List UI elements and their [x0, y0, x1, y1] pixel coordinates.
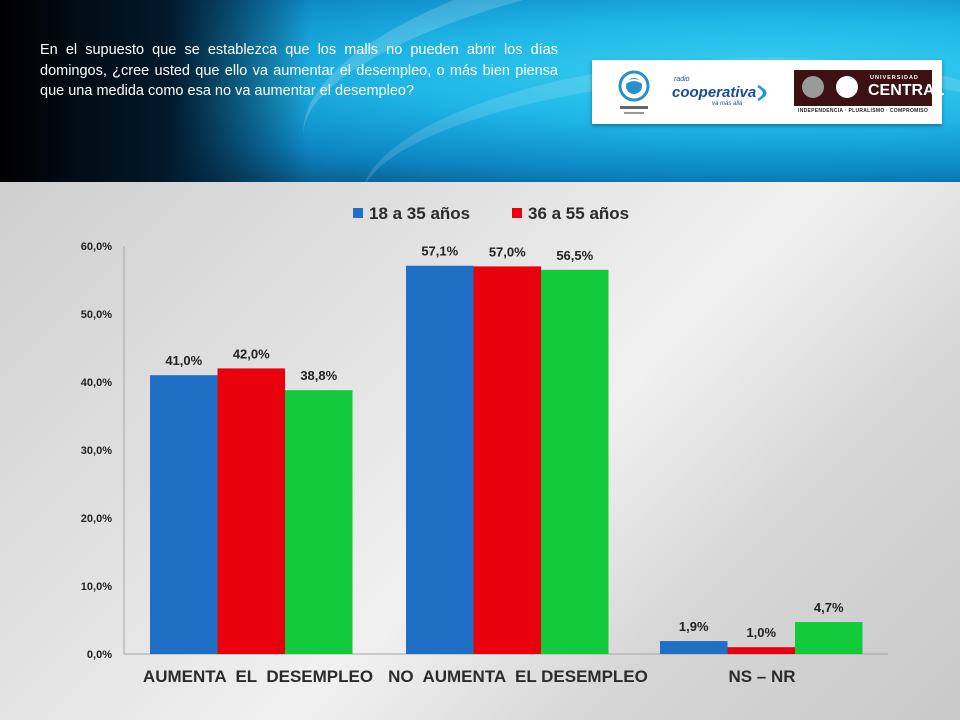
- legend-swatch: [353, 208, 363, 218]
- legend-label: 18 a 35 años: [369, 204, 470, 223]
- bar: [285, 390, 353, 654]
- y-tick-label: 20,0%: [81, 513, 112, 525]
- universidad-central-logo: UNIVERSIDAD CENTRAL INDEPENDENCIA · PLUR…: [794, 70, 944, 116]
- sponsor-logos: radio cooperativa va más allá UNIVERSIDA…: [592, 60, 944, 124]
- data-label: 1,9%: [679, 619, 709, 634]
- bar: [795, 622, 863, 654]
- category-label: AUMENTA EL DESEMPLEO: [143, 667, 373, 686]
- category-label: NO AUMENTA EL DESEMPLEO: [388, 667, 648, 686]
- data-label: 4,7%: [814, 600, 844, 615]
- y-tick-label: 40,0%: [81, 377, 112, 389]
- bar: [150, 375, 218, 654]
- category-labels: AUMENTA EL DESEMPLEO NO AUMENTA EL DESEMP…: [143, 667, 796, 686]
- survey-question: En el supuesto que se establezca que los…: [40, 42, 558, 100]
- data-label: 41,0%: [165, 353, 202, 368]
- uc-name-text: CENTRAL: [868, 82, 945, 99]
- bar: [406, 265, 474, 654]
- imaginacion-logo: [612, 66, 656, 118]
- y-tick-label: 10,0%: [81, 581, 112, 593]
- legend-label: 36 a 55 años: [528, 204, 629, 223]
- data-label: 1,0%: [746, 625, 776, 640]
- bar: [727, 647, 795, 654]
- data-label: 42,0%: [233, 346, 270, 361]
- coop-tagline-text: va más allá: [712, 101, 743, 107]
- bar: [217, 368, 285, 654]
- data-label: 38,8%: [300, 368, 337, 383]
- coop-radio-text: radio: [674, 76, 690, 83]
- data-label: 57,1%: [421, 244, 458, 259]
- bar: [541, 269, 609, 654]
- bar: [660, 641, 728, 654]
- uc-grey-circle: [802, 76, 824, 98]
- chart-legend: 18 a 35 años 36 a 55 años: [353, 204, 629, 223]
- bar-group: [150, 265, 863, 654]
- y-tick-label: 50,0%: [81, 309, 112, 321]
- cooperativa-logo: radio cooperativa va más allá: [672, 76, 772, 112]
- header-dark-gradient: [0, 0, 310, 182]
- y-tick-label: 0,0%: [87, 649, 112, 661]
- legend-swatch: [512, 208, 522, 218]
- uc-motto-text: INDEPENDENCIA · PLURALISMO · COMPROMISO: [798, 108, 929, 114]
- bar: [473, 266, 541, 654]
- y-tick-label: 30,0%: [81, 445, 112, 457]
- data-label: 56,5%: [556, 248, 593, 263]
- header-banner: En el supuesto que se establezca que los…: [0, 0, 960, 182]
- y-tick-label: 60,0%: [81, 241, 112, 253]
- data-labels: 41,0% 42,0% 38,8% 57,1% 57,0% 56,5% 1,9% 1,0% 4,…: [165, 244, 844, 640]
- coop-wave-icon: [757, 84, 767, 102]
- coop-name-text: cooperativa: [672, 84, 757, 101]
- data-label: 57,0%: [489, 244, 526, 259]
- uc-white-circle: [836, 76, 858, 98]
- uc-univ-text: UNIVERSIDAD: [870, 75, 919, 81]
- category-label: NS – NR: [728, 667, 795, 686]
